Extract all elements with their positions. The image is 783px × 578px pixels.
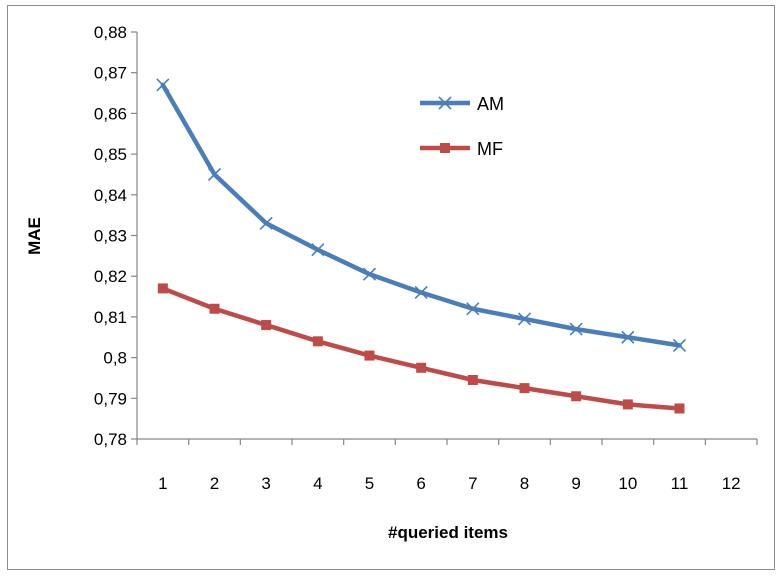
legend-marker <box>440 143 450 153</box>
data-point <box>364 350 375 361</box>
x-tick-label: 7 <box>468 474 477 493</box>
x-tick-label: 12 <box>722 474 741 493</box>
y-tick-label: 0,87 <box>94 64 127 83</box>
legend-item-am: AM <box>420 94 504 114</box>
x-tick-label: 6 <box>416 474 425 493</box>
data-point <box>416 362 427 373</box>
x-tick-label: 5 <box>365 474 374 493</box>
data-point <box>157 283 168 294</box>
data-point <box>209 303 220 314</box>
y-tick-label: 0,81 <box>94 308 127 327</box>
x-tick-label: 2 <box>210 474 219 493</box>
x-tick-label: 4 <box>313 474 322 493</box>
y-tick-label: 0,83 <box>94 227 127 246</box>
y-tick-label: 0,85 <box>94 145 127 164</box>
data-point <box>311 243 325 257</box>
legend-item-mf: MF <box>420 139 503 159</box>
y-tick-label: 0,86 <box>94 104 127 123</box>
data-point <box>466 302 480 316</box>
x-tick-label: 9 <box>571 474 580 493</box>
data-point <box>621 330 635 344</box>
x-axis-title: #queried items <box>388 523 508 542</box>
data-point <box>207 167 222 182</box>
y-ticks: 0,78 0,79 0,8 0,81 0,82 0,83 0,84 0,85 0,86 0,87 0… <box>94 23 137 449</box>
series-line-mf <box>160 286 682 411</box>
x-tick-label: 11 <box>671 474 689 493</box>
y-tick-label: 0,8 <box>103 349 127 368</box>
legend: AM MF <box>420 94 504 159</box>
chart-frame <box>7 5 775 570</box>
data-point <box>519 383 530 394</box>
series-mf <box>157 283 685 414</box>
data-point <box>517 312 532 326</box>
legend-label: AM <box>477 94 504 114</box>
data-point <box>414 285 428 300</box>
series-layer <box>156 78 687 414</box>
data-point <box>569 322 583 336</box>
data-point <box>467 374 478 385</box>
legend-marker <box>438 96 452 110</box>
x-tick-label: 3 <box>261 474 270 493</box>
y-tick-label: 0,79 <box>94 389 127 408</box>
series-line-am <box>160 82 682 348</box>
x-tick-label: 8 <box>520 474 529 493</box>
data-point <box>312 336 323 347</box>
x-tick-label: 1 <box>158 474 167 493</box>
y-tick-label: 0,82 <box>94 267 127 286</box>
axes: 0,78 0,79 0,8 0,81 0,82 0,83 0,84 0,85 0,86 0,87 0… <box>94 23 758 493</box>
data-point <box>261 320 272 331</box>
data-point <box>674 403 685 414</box>
y-tick-label: 0,84 <box>94 186 127 205</box>
data-point <box>571 391 582 402</box>
data-point <box>672 338 687 352</box>
y-axis-title: MAE <box>25 217 44 255</box>
legend-label: MF <box>477 139 503 159</box>
y-tick-label: 0,88 <box>94 23 127 42</box>
x-ticks: 1 2 3 4 5 6 7 8 9 10 11 12 <box>136 439 758 493</box>
data-point <box>156 78 170 92</box>
data-point <box>622 399 633 410</box>
y-tick-label: 0,78 <box>94 430 127 449</box>
data-point <box>362 267 377 281</box>
series-am <box>156 78 687 352</box>
x-tick-label: 10 <box>618 474 637 493</box>
data-point <box>259 216 273 230</box>
